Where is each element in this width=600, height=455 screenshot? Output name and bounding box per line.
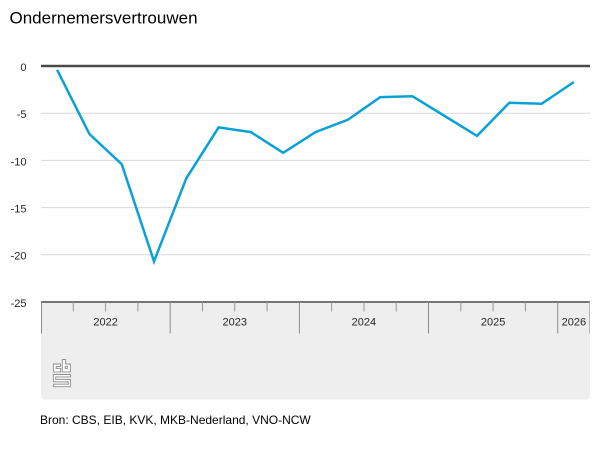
svg-text:-10: -10 [11, 156, 27, 168]
svg-text:-25: -25 [11, 298, 27, 310]
svg-text:2026: 2026 [562, 317, 586, 329]
svg-text:2024: 2024 [352, 317, 376, 329]
svg-text:Bron: CBS, EIB, KVK, MKB-Neder: Bron: CBS, EIB, KVK, MKB-Nederland, VNO-… [40, 413, 311, 427]
svg-text:2023: 2023 [223, 317, 247, 329]
svg-text:Ondernemersvertrouwen: Ondernemersvertrouwen [10, 9, 198, 28]
svg-text:-5: -5 [17, 109, 27, 121]
svg-text:0: 0 [20, 62, 26, 74]
svg-text:-15: -15 [11, 204, 27, 216]
svg-text:2022: 2022 [93, 317, 117, 329]
svg-text:2025: 2025 [481, 317, 505, 329]
svg-text:-20: -20 [11, 251, 27, 263]
